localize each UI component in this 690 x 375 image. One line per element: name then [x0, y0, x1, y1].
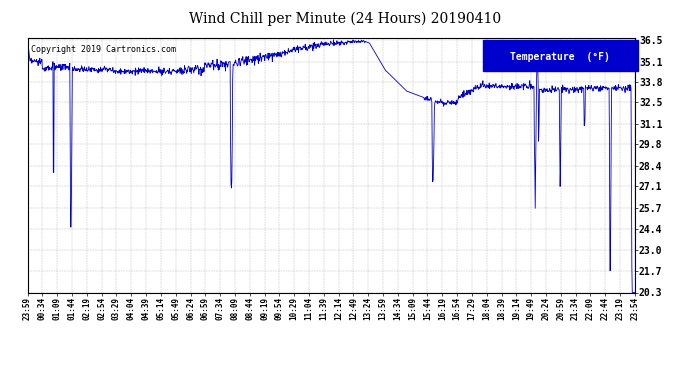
Text: Temperature  (°F): Temperature (°F) [510, 52, 610, 62]
Text: Wind Chill per Minute (24 Hours) 20190410: Wind Chill per Minute (24 Hours) 2019041… [189, 11, 501, 26]
Text: Copyright 2019 Cartronics.com: Copyright 2019 Cartronics.com [30, 45, 176, 54]
FancyBboxPatch shape [483, 40, 638, 70]
